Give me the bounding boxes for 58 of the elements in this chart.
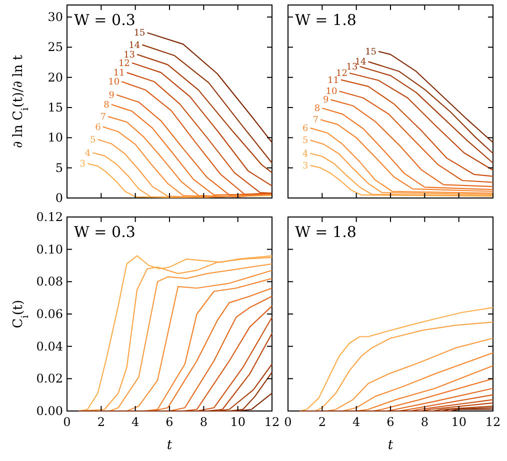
y-tick-label: 30	[48, 10, 63, 24]
series-label: 13	[124, 50, 136, 60]
x-tick-label: 6	[166, 415, 174, 429]
series-label: 4	[302, 149, 308, 160]
annotation: W = 0.3	[74, 223, 136, 241]
series-label: 5	[302, 136, 308, 146]
series-label: 13	[346, 62, 358, 73]
series-label: 3	[302, 161, 308, 172]
series-label: 11	[328, 76, 339, 86]
x-tick-label: 8	[420, 415, 428, 429]
x-tick-label: 12	[485, 415, 501, 429]
y-tick-label: 0.10	[36, 242, 63, 256]
series-label: 10	[108, 78, 120, 88]
y-tick-label: 5	[55, 160, 63, 175]
x-axis-title: t	[166, 438, 173, 453]
x-tick-label: 4	[132, 415, 140, 429]
y-tick-label: 25	[48, 40, 63, 54]
series-label: 8	[104, 100, 110, 111]
series-label: 6	[302, 124, 308, 134]
annotation: W = 0.3	[74, 11, 136, 29]
x-axis-title: t	[388, 438, 394, 453]
y-tick-label: 20	[48, 70, 63, 84]
y-tick-label: 15	[48, 100, 63, 115]
series-label: 7	[100, 112, 106, 123]
y-tick-label: 0.02	[36, 372, 63, 386]
series-label: 9	[322, 96, 329, 106]
x-tick-label: 0	[284, 415, 292, 429]
x-tick-label: 2	[97, 415, 105, 429]
series-label: 8	[314, 104, 320, 114]
y-tick-label: 0.08	[36, 274, 63, 289]
x-tick-label: 2	[318, 415, 326, 429]
y-tick-label: 0	[55, 191, 63, 205]
series-label: 7	[312, 116, 319, 126]
annotation: W = 1.8	[295, 223, 356, 241]
x-tick-label: 8	[200, 415, 208, 429]
y-tick-label: 0.12	[36, 210, 63, 224]
y-tick-label: 0.06	[36, 307, 63, 321]
x-tick-label: 4	[352, 415, 361, 429]
x-tick-label: 12	[264, 415, 280, 429]
series-label: 5	[90, 135, 96, 146]
x-tick-label: 10	[451, 415, 466, 429]
y-tick-label: 10	[48, 130, 63, 145]
series-label: 11	[113, 68, 125, 79]
y-tick-label: 0.04	[36, 339, 64, 354]
x-tick-label: 6	[386, 415, 394, 429]
series-label: 12	[118, 58, 130, 69]
x-tick-label: 10	[230, 415, 246, 429]
series-label: 9	[108, 90, 115, 101]
series-label: 12	[336, 69, 348, 80]
y-tick-label: 0.00	[36, 404, 63, 418]
series-label: 10	[326, 87, 338, 98]
series-label: 6	[95, 122, 102, 133]
series-label: 14	[128, 40, 140, 51]
series-label: 15	[134, 28, 146, 39]
annotation: W = 1.8	[295, 11, 356, 29]
series-label: 15	[365, 47, 377, 58]
series-label: 4	[84, 148, 91, 159]
series-label: 3	[80, 160, 86, 170]
